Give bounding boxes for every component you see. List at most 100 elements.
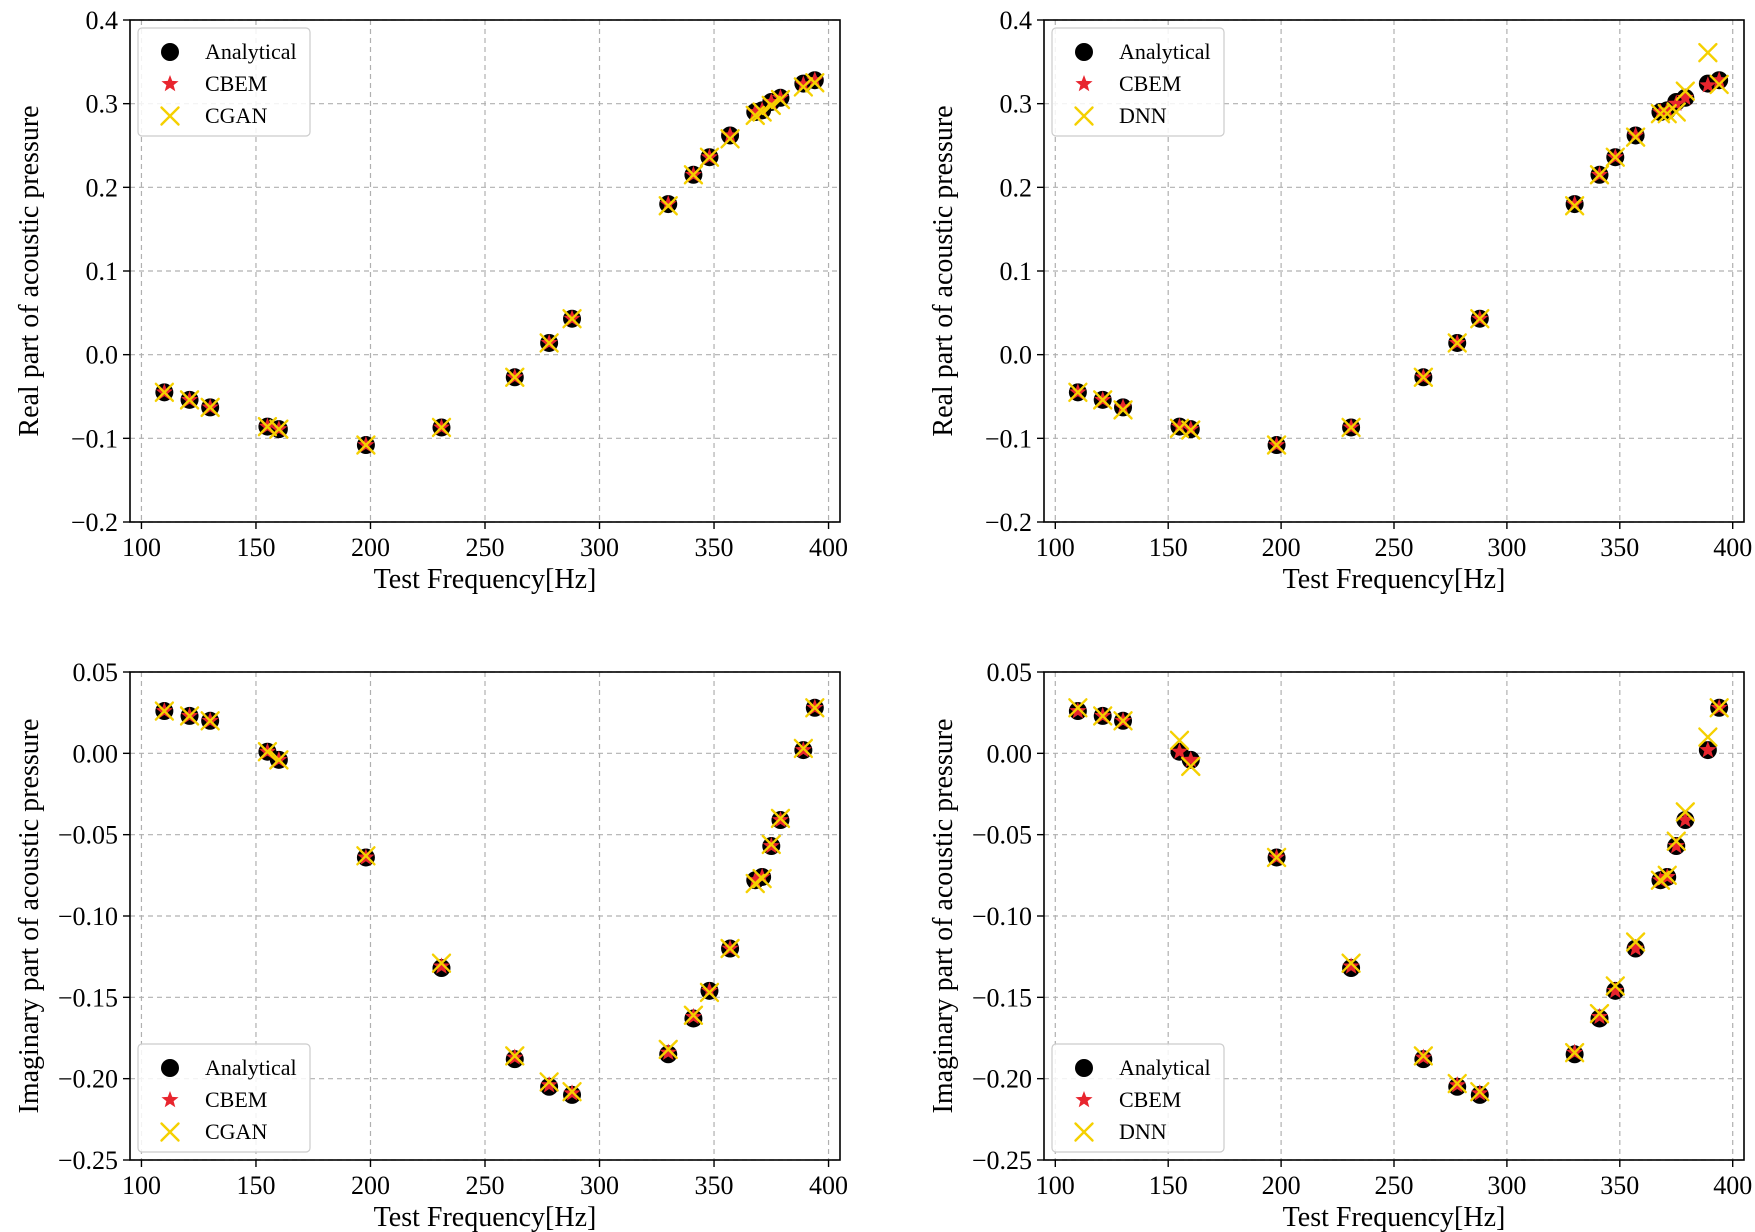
dnn-point xyxy=(1068,698,1088,718)
dnn-point xyxy=(1605,147,1625,167)
dnn-point xyxy=(1181,420,1201,440)
cgan-point xyxy=(257,416,278,437)
legend-analytical-marker xyxy=(161,43,179,61)
y-tick-label: 0.1 xyxy=(86,257,119,286)
dnn-point xyxy=(1709,698,1729,718)
cbem-point xyxy=(1606,981,1624,999)
dnn-point xyxy=(1341,953,1361,973)
cgan-point xyxy=(770,808,791,829)
cgan-point xyxy=(752,102,772,122)
legend-analytical-marker xyxy=(161,1059,179,1077)
cgan-point xyxy=(683,1005,704,1025)
cbem-point xyxy=(1114,398,1132,415)
x-tick-label: 250 xyxy=(466,1171,505,1200)
cbem-point xyxy=(540,1076,558,1093)
cgan-point xyxy=(539,333,559,353)
cgan-point xyxy=(356,435,376,455)
cgan-point xyxy=(761,95,781,116)
cbem-point xyxy=(746,103,764,120)
dnn-point xyxy=(1093,706,1113,726)
legend-cgan-label: CGAN xyxy=(205,1119,267,1144)
legend-cbem-marker xyxy=(161,1091,179,1108)
cbem-point xyxy=(1651,103,1670,120)
cgan-point xyxy=(720,129,740,149)
cgan-point xyxy=(257,742,278,762)
legend-dnn-marker xyxy=(1074,1122,1094,1142)
cbem-point xyxy=(1710,71,1728,88)
legend-cbem-marker xyxy=(161,75,179,92)
cbem-point xyxy=(1676,88,1694,106)
x-axis-title: Test Frequency[Hz] xyxy=(374,1202,597,1232)
dnn-point xyxy=(1447,333,1467,353)
dnn-point xyxy=(1675,81,1695,101)
dnn-point xyxy=(1413,1046,1434,1066)
legend: Analytical CBEM CGAN xyxy=(137,27,311,137)
dnn-point xyxy=(1266,847,1287,868)
cbem-point xyxy=(1699,741,1717,758)
cgan-point xyxy=(793,738,814,759)
cgan-point xyxy=(539,1072,559,1092)
dnn-point xyxy=(1589,1003,1610,1024)
y-tick-label: −0.20 xyxy=(58,1065,118,1094)
cgan-point xyxy=(154,701,175,721)
y-tick-label: −0.05 xyxy=(972,821,1032,850)
y-axis-title: Imaginary part of acoustic pressure xyxy=(928,719,959,1114)
x-tick-label: 350 xyxy=(695,533,734,562)
legend-analytical-label: Analytical xyxy=(205,1055,297,1080)
x-tick-label: 100 xyxy=(122,1171,161,1200)
series-cgan xyxy=(154,698,825,1102)
y-tick-label: −0.2 xyxy=(71,508,118,537)
cbem-point xyxy=(721,126,739,143)
cbem-point xyxy=(1667,94,1685,111)
cgan-point xyxy=(805,73,825,93)
legend-cbem-marker xyxy=(1075,1091,1093,1108)
dnn-point xyxy=(1169,730,1190,751)
y-tick-label: 0.3 xyxy=(86,90,119,119)
dnn-point xyxy=(1413,367,1434,387)
dnn-point xyxy=(1470,308,1490,329)
cbem-point xyxy=(794,75,812,92)
x-tick-label: 200 xyxy=(351,1171,390,1200)
cgan-point xyxy=(505,367,525,387)
legend: Analytical CBEM CGAN xyxy=(137,1043,311,1153)
y-axis-title: Real part of acoustic pressure xyxy=(14,105,45,436)
dnn-point xyxy=(1470,1081,1490,1102)
y-axis-title: Real part of acoustic pressure xyxy=(928,105,959,436)
cgan-point xyxy=(699,982,720,1003)
legend-box xyxy=(1051,27,1225,137)
chart-real-dnn: 100 150 200 250 300 350 400 −0.2 −0.1 0.0 0.1 0.2 0.… xyxy=(928,6,1752,595)
cbem-point xyxy=(746,871,764,888)
cgan-point xyxy=(154,382,175,403)
x-axis-title: Test Frequency[Hz] xyxy=(1283,564,1506,595)
dnn-point xyxy=(1093,390,1113,410)
y-tick-label: 0.3 xyxy=(1000,90,1033,119)
y-tick-label: 0.05 xyxy=(987,658,1033,687)
chart-real-cgan: 100 150 200 250 300 350 400 −0.2 −0.1 0.0 0.1 0.2 0.… xyxy=(14,6,848,595)
x-tick-label: 300 xyxy=(1487,1171,1526,1200)
dnn-point xyxy=(1709,74,1729,95)
y-tick-label: −0.1 xyxy=(71,424,118,453)
cgan-point xyxy=(793,77,814,97)
legend-cbem-label: CBEM xyxy=(205,1087,267,1112)
x-tick-label: 200 xyxy=(351,533,390,562)
cgan-point xyxy=(770,89,791,110)
x-tick-label: 300 xyxy=(580,1171,619,1200)
y-tick-label: −0.20 xyxy=(972,1065,1032,1094)
x-tick-label: 100 xyxy=(1036,533,1075,562)
cgan-point xyxy=(699,147,720,167)
legend-box xyxy=(137,27,311,137)
dnn-point xyxy=(1068,382,1088,403)
dnn-point xyxy=(1447,1073,1467,1094)
legend-dnn-marker xyxy=(1074,106,1094,126)
cbem-point xyxy=(1566,195,1584,212)
legend-cgan-label: CGAN xyxy=(205,103,267,128)
dnn-point xyxy=(1589,165,1610,185)
cbem-point xyxy=(1170,742,1189,759)
cbem-point xyxy=(659,1043,677,1060)
cbem-point xyxy=(1590,1007,1609,1025)
cbem-point xyxy=(1069,702,1087,719)
legend-cbem-label: CBEM xyxy=(1119,1087,1181,1112)
cbem-point xyxy=(1667,837,1685,854)
cgan-point xyxy=(269,419,289,439)
y-tick-label: 0.4 xyxy=(1000,6,1033,35)
